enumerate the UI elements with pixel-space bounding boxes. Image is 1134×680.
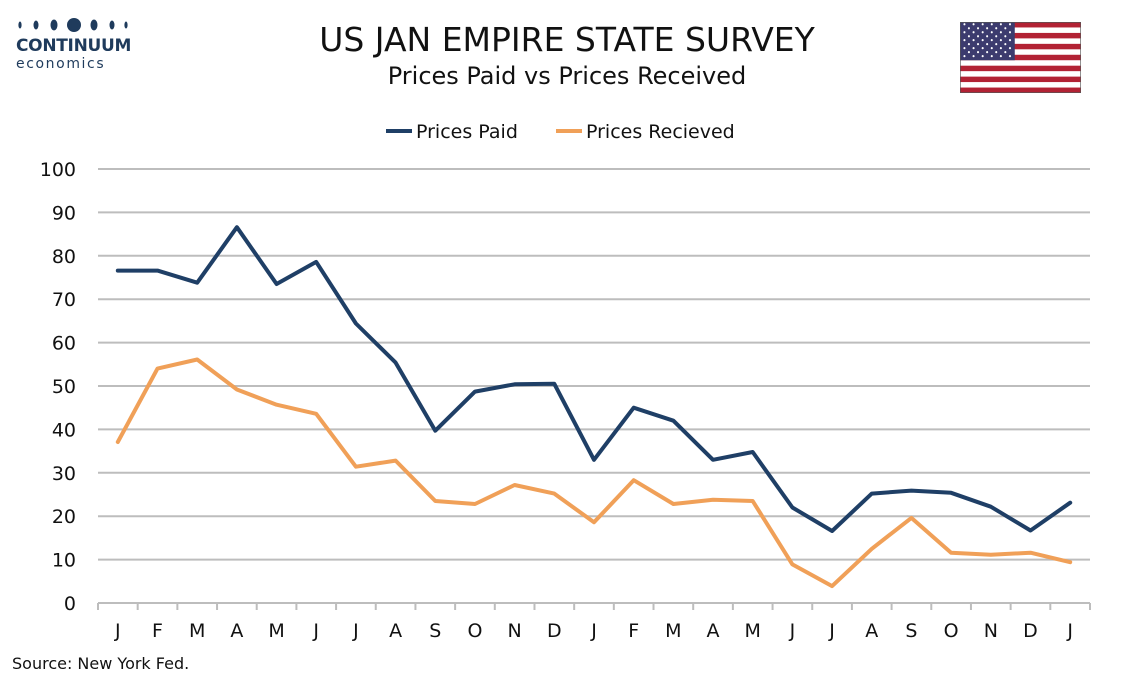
logo-name: CONTINUUM [16, 36, 132, 56]
x-tick-label: S [905, 620, 917, 642]
x-tick-label: J [828, 620, 835, 642]
logo-tagline: economics [16, 56, 106, 72]
y-tick-label: 70 [52, 289, 76, 311]
y-tick-label: 60 [52, 333, 76, 355]
y-tick-label: 50 [52, 376, 76, 398]
x-tick-label: J [352, 620, 359, 642]
x-tick-label: A [865, 620, 878, 642]
y-tick-label: 100 [40, 159, 76, 181]
y-tick-label: 20 [52, 506, 76, 528]
x-tick-label: J [312, 620, 319, 642]
x-tick-label: J [590, 620, 597, 642]
x-tick-label: D [547, 620, 562, 642]
x-tick-label: J [789, 620, 796, 642]
y-tick-label: 0 [64, 593, 76, 615]
y-tick-label: 90 [52, 202, 76, 224]
y-tick-label: 10 [52, 550, 76, 572]
y-tick-label: 40 [52, 419, 76, 441]
x-tick-label: F [628, 620, 639, 642]
x-tick-label: J [1066, 620, 1073, 642]
chart-subtitle: Prices Paid vs Prices Received [387, 62, 747, 90]
x-tick-label: O [467, 620, 482, 642]
us-flag-icon [960, 22, 1081, 93]
series-line [115, 225, 1073, 533]
x-tick-label: M [665, 620, 681, 642]
x-tick-label: M [745, 620, 761, 642]
x-tick-label: S [429, 620, 441, 642]
x-tick-label: D [1023, 620, 1038, 642]
y-tick-label: 30 [52, 463, 76, 485]
x-tick-label: A [389, 620, 402, 642]
x-tick-label: M [268, 620, 284, 642]
x-tick-label: A [707, 620, 720, 642]
x-tick-label: N [984, 620, 998, 642]
legend-label: Prices Recieved [586, 121, 735, 143]
x-tick-label: O [944, 620, 959, 642]
series-line [115, 357, 1073, 589]
line-chart: 0 10 20 30 40 50 60 70 80 90 100 J F M A M J J A S O N D J F M A M J… [40, 121, 1091, 642]
x-tick-label: N [508, 620, 522, 642]
logo-dots-icon [18, 18, 128, 32]
y-tick-label: 80 [52, 246, 76, 268]
x-tick-label: A [230, 620, 243, 642]
x-tick-label: J [114, 620, 121, 642]
source-note: Source: New York Fed. [12, 654, 190, 673]
x-tick-label: M [189, 620, 205, 642]
continuum-logo: CONTINUUM economics [14, 14, 134, 78]
legend-label: Prices Paid [416, 121, 518, 143]
x-tick-label: F [152, 620, 163, 642]
chart-title: US JAN EMPIRE STATE SURVEY [319, 20, 815, 59]
